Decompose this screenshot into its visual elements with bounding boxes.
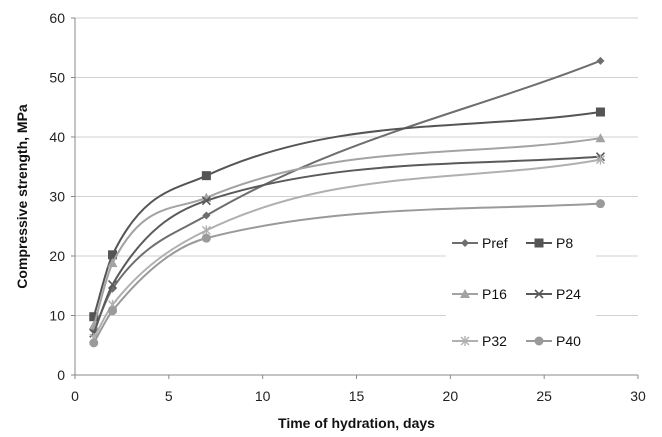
data-point-p16-3 <box>595 133 606 143</box>
legend-marker-p40 <box>534 336 544 346</box>
legend-marker-p32 <box>460 336 470 346</box>
y-tick-label-3: 30 <box>49 189 65 205</box>
data-point-pref-2 <box>202 211 211 220</box>
legend-item-p40: P40 <box>526 333 581 349</box>
data-point-p8-0 <box>89 312 99 322</box>
legend-label-pref: Pref <box>482 235 508 251</box>
y-tick-label-4: 40 <box>49 129 65 145</box>
x-tick-label-2: 10 <box>255 388 271 404</box>
data-point-p8-1 <box>108 250 118 260</box>
y-tick-label-2: 20 <box>49 248 65 264</box>
x-axis-title: Time of hydration, days <box>278 415 435 431</box>
y-tick-label-5: 50 <box>49 70 65 86</box>
data-point-p8-3 <box>595 107 605 117</box>
legend-marker-p24-stroke-b <box>534 289 544 299</box>
x-tick-label-1: 5 <box>165 388 173 404</box>
data-point-p24-2-stroke-b <box>201 196 211 206</box>
legend-label-p40: P40 <box>556 333 581 349</box>
data-point-pref-3 <box>596 56 605 65</box>
legend-label-p16: P16 <box>482 286 507 302</box>
legend-label-p32: P32 <box>482 333 507 349</box>
y-tick-label-1: 10 <box>49 308 65 324</box>
data-point-p24-1 <box>107 279 118 290</box>
legend-label-p8: P8 <box>556 235 573 251</box>
y-tick-label-0: 0 <box>57 367 65 383</box>
legend-marker-p24 <box>534 289 544 299</box>
data-point-p16-1 <box>107 258 118 268</box>
y-tick-label-6: 60 <box>49 10 65 26</box>
data-point-p40-1 <box>108 306 118 316</box>
data-point-p32-3 <box>595 154 605 165</box>
data-point-p40-3 <box>595 199 605 209</box>
legend-marker-p16 <box>460 289 470 298</box>
legend-item-p16: P16 <box>452 286 507 302</box>
x-tick-label-3: 15 <box>349 388 365 404</box>
legend-item-p8: P8 <box>526 235 573 251</box>
x-tick-label-5: 25 <box>536 388 552 404</box>
legend-marker-p8 <box>534 238 544 248</box>
x-tick-label-6: 30 <box>630 388 646 404</box>
data-point-p8-2 <box>201 171 211 181</box>
data-point-p40-2 <box>201 233 211 243</box>
legend-item-p32: P32 <box>452 333 507 349</box>
legend-marker-pref <box>461 239 469 247</box>
legend-label-p24: P24 <box>556 286 581 302</box>
data-point-p24-1-stroke-b <box>107 279 118 290</box>
x-tick-label-0: 0 <box>71 388 79 404</box>
legend-item-pref: Pref <box>452 235 508 251</box>
data-point-p40-0 <box>89 338 99 348</box>
data-point-p24-2 <box>201 196 211 206</box>
y-axis-title: Compressive strength, MPa <box>14 104 30 289</box>
x-tick-label-4: 20 <box>443 388 459 404</box>
legend-item-p24: P24 <box>526 286 581 302</box>
